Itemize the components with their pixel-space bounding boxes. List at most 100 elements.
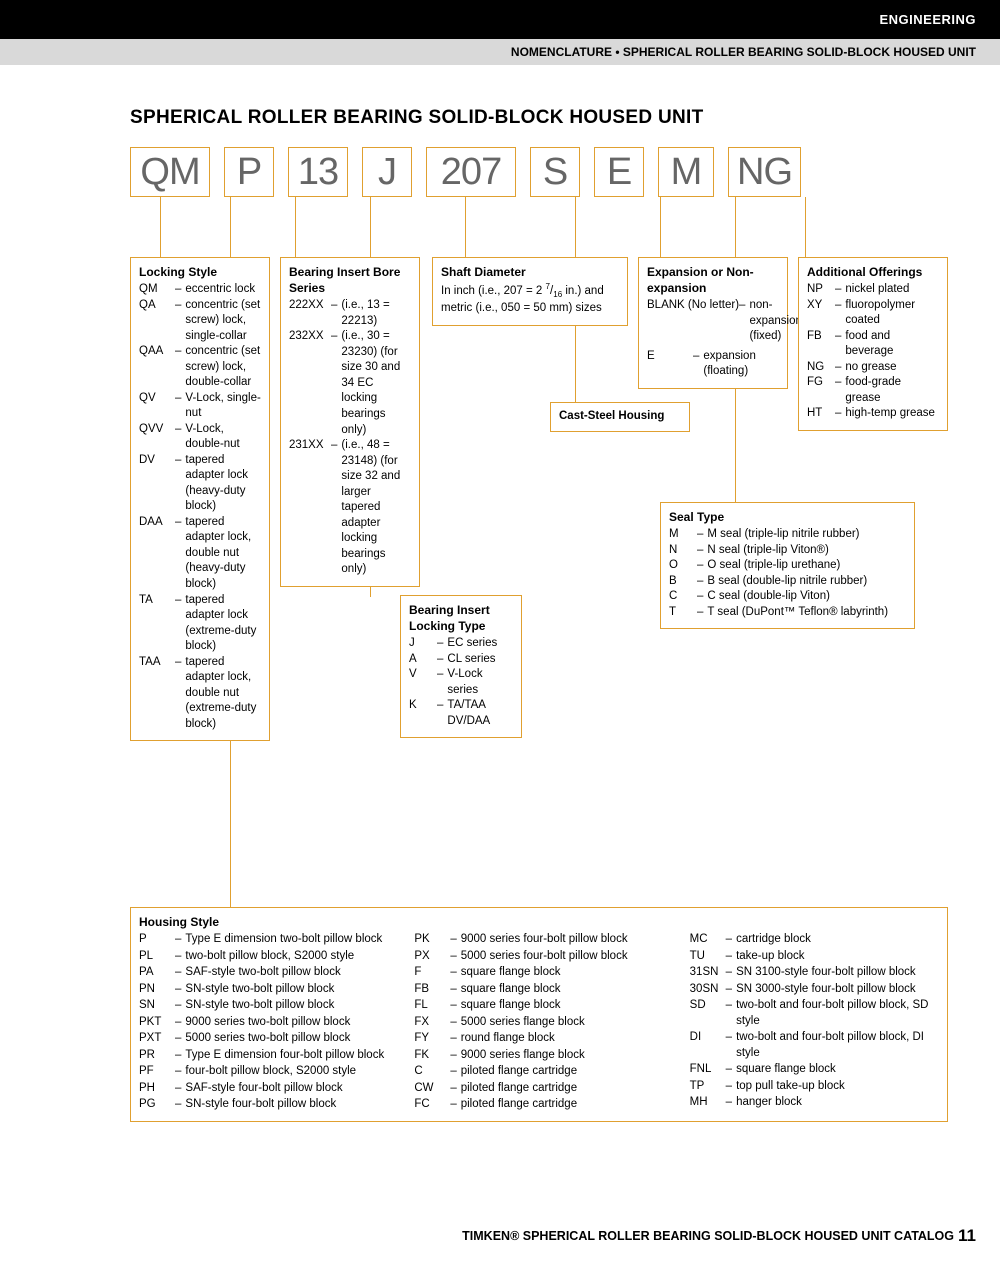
code-label: PR xyxy=(139,1048,175,1064)
dash: – xyxy=(835,298,845,329)
code-desc: eccentric lock xyxy=(185,282,255,298)
dash: – xyxy=(726,965,736,981)
list-item: 232XX–(i.e., 30 = 23230) (for size 30 an… xyxy=(289,329,411,438)
dash: – xyxy=(450,1064,460,1080)
dash: – xyxy=(175,1081,185,1097)
code-desc: Type E dimension four-bolt pillow block xyxy=(185,1048,384,1064)
code-label: PG xyxy=(139,1097,175,1113)
list-item: FB–square flange block xyxy=(414,982,663,998)
code-desc: TA/TAA DV/DAA xyxy=(447,698,513,729)
code-label: PK xyxy=(414,932,450,948)
list-item: CW–piloted flange cartridge xyxy=(414,1081,663,1097)
code-desc: (i.e., 30 = 23230) (for size 30 and 34 E… xyxy=(341,329,411,438)
code-desc: M seal (triple-lip nitrile rubber) xyxy=(707,527,859,543)
code-label: PL xyxy=(139,949,175,965)
dash: – xyxy=(697,589,707,605)
box-title: Shaft Diameter xyxy=(441,264,619,280)
code-desc: tapered adapter lock, double nut (extrem… xyxy=(185,655,261,733)
locking-style-box: Locking Style QM–eccentric lockQA–concen… xyxy=(130,257,270,741)
list-item: TU–take-up block xyxy=(690,949,939,965)
list-item: FY–round flange block xyxy=(414,1031,663,1047)
code-desc: concentric (set screw) lock, double-coll… xyxy=(185,344,261,391)
code-label: PXT xyxy=(139,1031,175,1047)
code-box-M: M xyxy=(658,147,714,197)
list-item: NG–no grease xyxy=(807,360,939,376)
code-box-NG: NG xyxy=(728,147,801,197)
code-label: DI xyxy=(690,1030,726,1061)
code-label: PN xyxy=(139,982,175,998)
shaft-dia-text: In inch (i.e., 207 = 2 7/16 in.) and met… xyxy=(441,282,619,317)
code-desc: concentric (set screw) lock, single-coll… xyxy=(185,298,261,345)
list-item: C–C seal (double-lip Viton) xyxy=(669,589,906,605)
dash: – xyxy=(726,1079,736,1095)
code-label: N xyxy=(669,543,697,559)
dash: – xyxy=(450,1097,460,1113)
dash: – xyxy=(450,1081,460,1097)
code-desc: piloted flange cartridge xyxy=(461,1064,577,1080)
code-desc: top pull take-up block xyxy=(736,1079,845,1095)
code-label: M xyxy=(669,527,697,543)
list-item: C–piloted flange cartridge xyxy=(414,1064,663,1080)
code-box-13: 13 xyxy=(288,147,348,197)
list-item: PX–5000 series four-bolt pillow block xyxy=(414,949,663,965)
list-item: 231XX–(i.e., 48 = 23148) (for size 32 an… xyxy=(289,438,411,578)
dash: – xyxy=(726,949,736,965)
code-desc: square flange block xyxy=(736,1062,836,1078)
code-desc: 5000 series two-bolt pillow block xyxy=(185,1031,350,1047)
code-desc: SN-style four-bolt pillow block xyxy=(185,1097,336,1113)
code-desc: SN 3100-style four-bolt pillow block xyxy=(736,965,916,981)
code-label: PF xyxy=(139,1064,175,1080)
dash: – xyxy=(726,982,736,998)
dash: – xyxy=(450,1031,460,1047)
code-desc: (i.e., 13 = 22213) xyxy=(341,298,411,329)
code-desc: round flange block xyxy=(461,1031,555,1047)
dash: – xyxy=(450,965,460,981)
code-desc: food and beverage xyxy=(845,329,939,360)
box-title: Housing Style xyxy=(139,914,939,930)
code-desc: SAF-style four-bolt pillow block xyxy=(185,1081,342,1097)
dash: – xyxy=(331,298,341,329)
list-item: SN–SN-style two-bolt pillow block xyxy=(139,998,388,1014)
dash: – xyxy=(175,515,185,593)
dash: – xyxy=(450,982,460,998)
footer-page: 11 xyxy=(958,1226,976,1245)
code-label: FL xyxy=(414,998,450,1014)
connector xyxy=(295,197,296,257)
code-label: 222XX xyxy=(289,298,331,329)
list-item: FK–9000 series flange block xyxy=(414,1048,663,1064)
dash: – xyxy=(175,949,185,965)
code-label: PA xyxy=(139,965,175,981)
code-label: QA xyxy=(139,298,175,345)
shaft-diameter-box: Shaft Diameter In inch (i.e., 207 = 2 7/… xyxy=(432,257,628,326)
dash: – xyxy=(697,527,707,543)
list-item: M–M seal (triple-lip nitrile rubber) xyxy=(669,527,906,543)
list-item: QA–concentric (set screw) lock, single-c… xyxy=(139,298,261,345)
dash: – xyxy=(450,1048,460,1064)
dash: – xyxy=(175,982,185,998)
dash: – xyxy=(175,1097,185,1113)
code-label: FC xyxy=(414,1097,450,1113)
list-item: FNL–square flange block xyxy=(690,1062,939,1078)
list-item: FG–food-grade grease xyxy=(807,375,939,406)
dash: – xyxy=(175,422,185,453)
list-item: PXT–5000 series two-bolt pillow block xyxy=(139,1031,388,1047)
expansion-box: Expansion or Non-expansion BLANK (No let… xyxy=(638,257,788,389)
cast-steel-box: Cast-Steel Housing xyxy=(550,402,690,432)
list-item: K–TA/TAA DV/DAA xyxy=(409,698,513,729)
code-label: J xyxy=(409,636,437,652)
code-label: QVV xyxy=(139,422,175,453)
dash: – xyxy=(175,998,185,1014)
code-label: MC xyxy=(690,932,726,948)
dash: – xyxy=(175,655,185,733)
code-desc: Type E dimension two-bolt pillow block xyxy=(185,932,382,948)
code-label: XY xyxy=(807,298,835,329)
box-title: Expansion or Non-expansion xyxy=(647,264,779,296)
list-item: 31SN–SN 3100-style four-bolt pillow bloc… xyxy=(690,965,939,981)
code-desc: piloted flange cartridge xyxy=(461,1097,577,1113)
dash: – xyxy=(175,282,185,298)
dash: – xyxy=(835,375,845,406)
code-box-J: J xyxy=(362,147,412,197)
connector xyxy=(160,197,161,257)
code-desc: no grease xyxy=(845,360,896,376)
code-label: MH xyxy=(690,1095,726,1111)
